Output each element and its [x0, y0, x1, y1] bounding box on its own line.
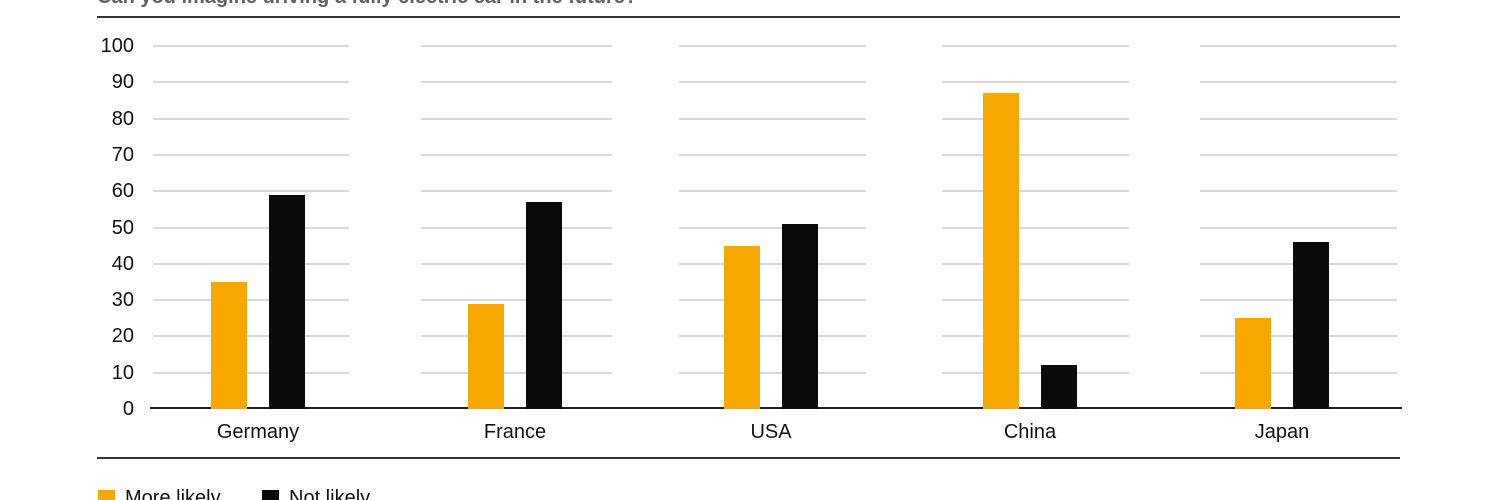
gridline-segment	[942, 190, 1129, 192]
bar-japan-not-likely	[1293, 242, 1329, 409]
y-tick-label: 60	[111, 180, 134, 202]
gridline-segment	[679, 335, 866, 337]
gridline-segment	[1200, 227, 1397, 229]
gridline-segment	[942, 118, 1129, 120]
bar-japan-more-likely	[1235, 318, 1271, 409]
gridline-segment	[679, 263, 866, 265]
gridline-segment	[942, 81, 1129, 83]
gridline-segment	[421, 227, 612, 229]
gridline-segment	[153, 81, 349, 83]
y-tick-label: 20	[111, 325, 134, 347]
gridline-segment	[1200, 154, 1397, 156]
y-tick-label: 80	[111, 108, 134, 130]
gridline-segment	[942, 154, 1129, 156]
top-divider	[97, 16, 1400, 18]
gridline-segment	[1200, 81, 1397, 83]
bar-china-not-likely	[1041, 365, 1077, 409]
gridline-segment	[153, 227, 349, 229]
bar-france-more-likely	[468, 304, 504, 409]
gridline-segment	[679, 299, 866, 301]
gridline-segment	[942, 45, 1129, 47]
gridline-segment	[153, 154, 349, 156]
x-category-label-china: China	[1003, 421, 1057, 443]
bar-china-more-likely	[983, 93, 1019, 409]
legend-item-not-likely: Not likely	[262, 486, 370, 500]
x-category-label-germany: Germany	[216, 421, 300, 443]
gridline-segment	[421, 263, 612, 265]
gridline-segment	[153, 263, 349, 265]
gridline-segment	[1200, 190, 1397, 192]
gridline-segment	[942, 372, 1129, 374]
bar-usa-more-likely	[724, 246, 760, 409]
gridline-segment	[153, 45, 349, 47]
gridline-segment	[421, 45, 612, 47]
bar-germany-not-likely	[269, 195, 305, 409]
gridline-segment	[421, 372, 612, 374]
y-tick-label: 90	[111, 71, 134, 93]
y-tick-label: 40	[111, 253, 134, 275]
gridline-segment	[1200, 118, 1397, 120]
x-category-label-japan: Japan	[1254, 421, 1310, 443]
y-tick-label: 70	[111, 144, 134, 166]
gridline-segment	[942, 299, 1129, 301]
gridline-segment	[421, 81, 612, 83]
gridline-segment	[942, 263, 1129, 265]
y-tick-label: 10	[111, 362, 134, 384]
bar-usa-not-likely	[782, 224, 818, 409]
gridline-segment	[679, 118, 866, 120]
gridline-segment	[421, 118, 612, 120]
bottom-divider	[97, 457, 1400, 459]
gridline-segment	[421, 335, 612, 337]
bar-france-not-likely	[526, 202, 562, 409]
legend-label-not-likely: Not likely	[289, 487, 371, 500]
gridline-segment	[679, 154, 866, 156]
gridline-segment	[153, 118, 349, 120]
gridline-segment	[421, 299, 612, 301]
gridline-segment	[1200, 45, 1397, 47]
x-axis-line	[150, 407, 1402, 409]
legend-swatch-more-likely-icon	[98, 489, 115, 500]
gridline-segment	[679, 190, 866, 192]
gridline-segment	[942, 227, 1129, 229]
gridline-segment	[153, 190, 349, 192]
gridline-segment	[679, 45, 866, 47]
gridline-segment	[679, 227, 866, 229]
gridline-segment	[421, 154, 612, 156]
y-tick-label: 30	[111, 289, 134, 311]
gridline-segment	[679, 372, 866, 374]
x-category-label-usa: USA	[750, 421, 792, 443]
y-tick-label: 100	[100, 35, 134, 57]
gridline-segment	[679, 81, 866, 83]
y-tick-label: 0	[122, 398, 134, 420]
bar-germany-more-likely	[211, 282, 247, 409]
gridline-segment	[421, 190, 612, 192]
legend-item-more-likely: More likely	[98, 486, 221, 500]
gridline-segment	[153, 335, 349, 337]
gridline-segment	[942, 335, 1129, 337]
legend-swatch-not-likely-icon	[262, 489, 279, 500]
y-tick-label: 50	[111, 217, 134, 239]
x-category-label-france: France	[483, 421, 547, 443]
gridline-segment	[153, 372, 349, 374]
gridline-segment	[153, 299, 349, 301]
chart-title: Can you imagine driving a fully electric…	[97, 0, 637, 8]
legend-label-more-likely: More likely	[125, 487, 221, 500]
